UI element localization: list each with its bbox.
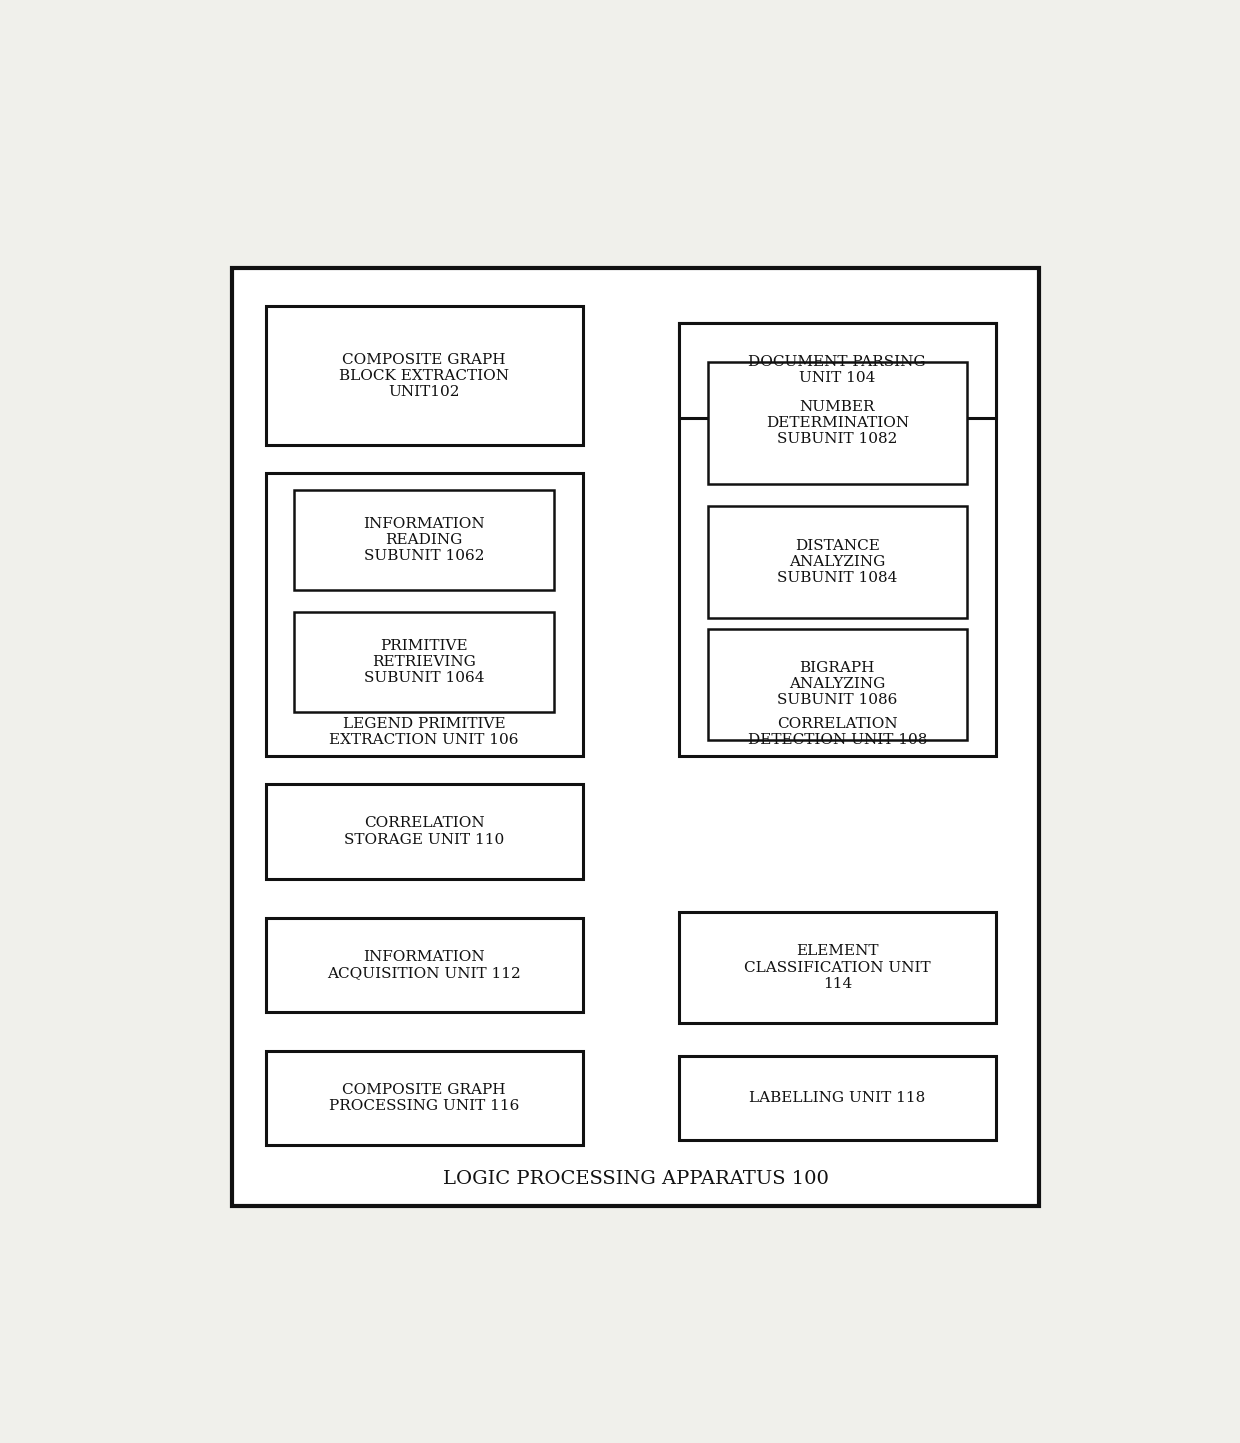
Text: ELEMENT
CLASSIFICATION UNIT
114: ELEMENT CLASSIFICATION UNIT 114 bbox=[744, 944, 931, 991]
Bar bbox=[265, 785, 583, 879]
Text: CORRELATION
STORAGE UNIT 110: CORRELATION STORAGE UNIT 110 bbox=[343, 817, 505, 847]
Bar bbox=[708, 362, 967, 485]
Text: DISTANCE
ANALYZING
SUBUNIT 1084: DISTANCE ANALYZING SUBUNIT 1084 bbox=[777, 538, 898, 586]
Text: CORRELATION
DETECTION UNIT 108: CORRELATION DETECTION UNIT 108 bbox=[748, 717, 928, 747]
Text: LOGIC PROCESSING APPARATUS 100: LOGIC PROCESSING APPARATUS 100 bbox=[443, 1170, 828, 1188]
Bar bbox=[232, 267, 1039, 1206]
Bar bbox=[708, 506, 967, 618]
Text: LEGEND PRIMITIVE
EXTRACTION UNIT 106: LEGEND PRIMITIVE EXTRACTION UNIT 106 bbox=[330, 717, 518, 747]
Bar bbox=[678, 323, 996, 756]
Bar bbox=[294, 612, 554, 711]
Bar bbox=[265, 473, 583, 756]
Bar bbox=[708, 629, 967, 740]
Text: INFORMATION
ACQUISITION UNIT 112: INFORMATION ACQUISITION UNIT 112 bbox=[327, 949, 521, 980]
Bar bbox=[678, 323, 996, 417]
Bar bbox=[678, 1056, 996, 1140]
Bar bbox=[294, 489, 554, 590]
Text: PRIMITIVE
RETRIEVING
SUBUNIT 1064: PRIMITIVE RETRIEVING SUBUNIT 1064 bbox=[363, 639, 485, 685]
Bar bbox=[265, 1051, 583, 1146]
Text: LABELLING UNIT 118: LABELLING UNIT 118 bbox=[749, 1091, 925, 1105]
Text: DOCUMENT PARSING
UNIT 104: DOCUMENT PARSING UNIT 104 bbox=[749, 355, 926, 385]
Bar bbox=[678, 912, 996, 1023]
Text: COMPOSITE GRAPH
BLOCK EXTRACTION
UNIT102: COMPOSITE GRAPH BLOCK EXTRACTION UNIT102 bbox=[339, 352, 510, 400]
Text: COMPOSITE GRAPH
PROCESSING UNIT 116: COMPOSITE GRAPH PROCESSING UNIT 116 bbox=[329, 1084, 520, 1113]
Bar bbox=[265, 306, 583, 446]
Text: INFORMATION
READING
SUBUNIT 1062: INFORMATION READING SUBUNIT 1062 bbox=[363, 517, 485, 563]
Text: BIGRAPH
ANALYZING
SUBUNIT 1086: BIGRAPH ANALYZING SUBUNIT 1086 bbox=[777, 661, 898, 707]
Bar bbox=[265, 918, 583, 1012]
Text: NUMBER
DETERMINATION
SUBUNIT 1082: NUMBER DETERMINATION SUBUNIT 1082 bbox=[766, 400, 909, 446]
